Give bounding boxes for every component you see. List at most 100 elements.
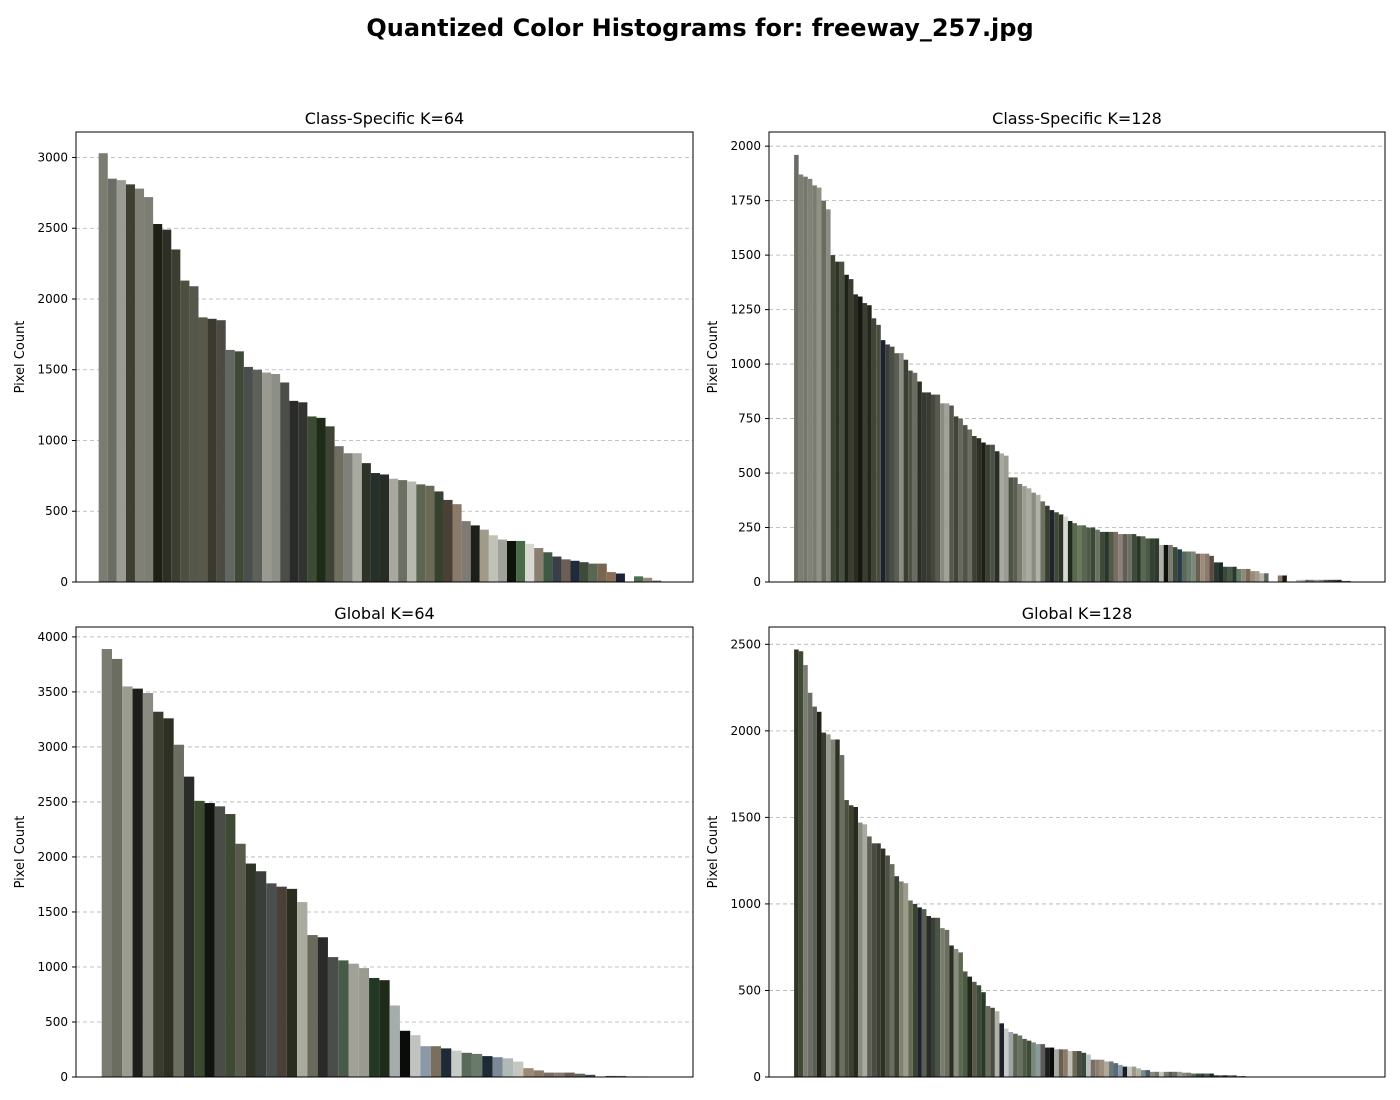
histogram-bar: [830, 255, 836, 583]
histogram-bar: [525, 543, 535, 582]
histogram-bar: [949, 945, 954, 1077]
histogram-bar: [1150, 1071, 1155, 1077]
histogram-bar: [420, 1046, 431, 1077]
histogram-bar: [289, 400, 299, 582]
histogram-bar: [1058, 514, 1064, 582]
plot-frame: [75, 626, 694, 1078]
histogram-bar: [134, 188, 145, 583]
histogram-bar: [794, 154, 799, 583]
histogram-bar: [839, 755, 845, 1077]
histogram-bar: [803, 176, 808, 582]
histogram-bar: [276, 886, 287, 1077]
histogram-bar: [588, 563, 598, 582]
histogram-bar: [857, 296, 863, 582]
histogram-bar: [1026, 1040, 1032, 1077]
histogram-bar: [398, 480, 408, 582]
histogram-bar: [399, 1030, 411, 1077]
histogram-bar: [307, 416, 317, 582]
histogram-bar: [972, 435, 977, 582]
y-tick-label: 1000: [730, 897, 761, 911]
histogram-bar: [812, 706, 817, 1077]
histogram-bar: [183, 776, 195, 1077]
histogram-bar: [921, 392, 927, 582]
histogram-bar: [1186, 551, 1192, 582]
histogram-bar: [543, 552, 553, 582]
histogram-bar: [1337, 579, 1342, 582]
histogram-bar: [358, 968, 370, 1077]
histogram-bar: [1127, 1066, 1132, 1077]
histogram-bar: [1017, 483, 1023, 582]
chart-panel-2: 0 250 500 750 1000 1250 1500 1750 2000 Class-Spec…: [706, 109, 1386, 589]
histogram-bar: [885, 855, 890, 1077]
histogram-bar: [1181, 551, 1187, 582]
histogram-bar: [245, 863, 256, 1077]
histogram-bar: [1163, 1071, 1169, 1077]
histogram-bar: [180, 280, 190, 582]
histogram-bar: [1150, 538, 1155, 582]
histogram-bar: [1195, 553, 1201, 582]
histogram-bar: [981, 992, 986, 1077]
histogram-bar: [410, 1035, 421, 1077]
histogram-bar: [1245, 568, 1251, 582]
histogram-bar: [826, 209, 831, 582]
histogram-bar: [652, 580, 662, 582]
histogram-bar: [1181, 1072, 1187, 1077]
histogram-bar: [316, 417, 326, 582]
histogram-bar: [876, 324, 881, 582]
histogram-bar: [917, 381, 922, 582]
histogram-bar: [173, 744, 184, 1077]
y-tick-label: 750: [738, 412, 761, 426]
histogram-bar: [338, 960, 349, 1077]
histogram-bar: [894, 876, 900, 1077]
histogram-bar: [1223, 1075, 1228, 1077]
histogram-bar: [1213, 562, 1219, 582]
histogram-bar: [1159, 544, 1164, 582]
histogram-bar: [101, 649, 112, 1077]
histogram-bar: [1327, 579, 1333, 582]
histogram-bar: [1154, 1071, 1160, 1077]
histogram-bar: [835, 739, 840, 1077]
y-tick-label: 1000: [37, 433, 68, 447]
histogram-bar: [1013, 477, 1018, 582]
histogram-bar: [1200, 1073, 1205, 1077]
histogram-bar: [1031, 492, 1036, 582]
histogram-bar: [1264, 573, 1269, 582]
histogram-bar: [235, 843, 246, 1077]
histogram-bar: [1286, 577, 1292, 582]
histogram-bar: [1172, 547, 1178, 582]
histogram-bar: [1063, 1049, 1068, 1077]
histogram-bar: [615, 573, 625, 582]
histogram-bar: [1122, 534, 1128, 582]
histogram-bar: [1099, 1059, 1105, 1077]
histogram-bar: [1140, 536, 1146, 582]
histogram-bar: [972, 981, 977, 1077]
y-tick-label: 2000: [37, 292, 68, 306]
histogram-bar: [1054, 1049, 1059, 1077]
histogram-bar: [506, 540, 517, 582]
y-tick-label: 500: [45, 1015, 68, 1029]
histogram-bar: [1191, 1073, 1196, 1077]
y-tick-label: 2000: [37, 850, 68, 864]
histogram-bar: [871, 318, 877, 582]
histogram-bar: [286, 888, 298, 1077]
histogram-bar: [579, 562, 589, 582]
histogram-bar: [976, 438, 982, 582]
histogram-bar: [981, 442, 986, 582]
histogram-bar: [1008, 1032, 1014, 1077]
histogram-bar: [876, 843, 881, 1077]
histogram-bar: [862, 824, 868, 1077]
histogram-bar: [844, 274, 849, 582]
y-tick-label: 500: [738, 983, 761, 997]
histogram-bar: [1341, 580, 1347, 582]
histogram-bar: [1013, 1033, 1018, 1077]
histogram-bar: [912, 372, 918, 582]
histogram-bar: [1268, 573, 1274, 582]
histogram-bar: [1232, 566, 1237, 582]
histogram-bar: [826, 734, 831, 1077]
y-tick-label: 1500: [730, 248, 761, 262]
y-tick-label: 3000: [37, 150, 68, 164]
plot-frame: [768, 131, 1386, 583]
histogram-bar: [1131, 1066, 1137, 1077]
histogram-bar: [615, 1075, 627, 1077]
histogram-bar: [204, 803, 215, 1077]
